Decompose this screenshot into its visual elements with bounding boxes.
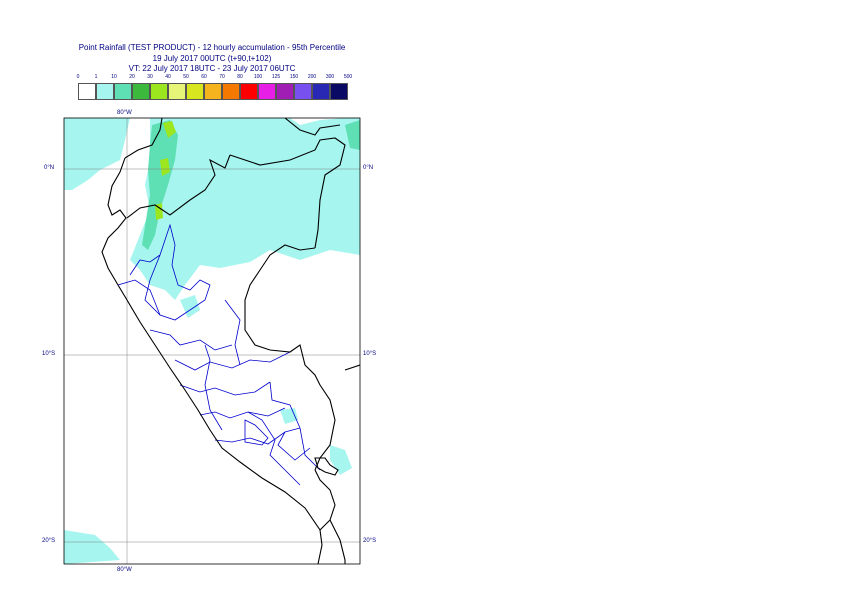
boundary-m [244,419,269,446]
border-ecuador-colombia [124,118,163,159]
rain-light-patch-2 [180,295,200,318]
legend-color-box [186,83,204,100]
legend-color-box [96,83,114,100]
rain-moderate-northeast [345,120,360,150]
boundary-d [174,351,291,371]
legend-threshold-label: 300 [325,74,335,80]
rain-light-patch-3 [280,408,298,424]
rain-moderate-shading [142,120,360,250]
rain-light-shading [64,118,360,564]
legend-threshold-label: 80 [237,74,243,80]
boundary-i [204,344,223,431]
boundary-l [277,431,311,461]
legend-threshold-label: 40 [165,74,171,80]
border-ecuador-peru [126,154,231,219]
lake-titicaca [314,457,339,476]
legend-threshold-label: 10 [111,74,117,80]
legend-color-box [312,83,330,100]
internal-boundaries [117,223,321,486]
legend-color-box [78,83,96,100]
rain-light-southeast [330,445,352,475]
lat-label-left-20s: 20°S [42,538,56,544]
lat-label-right-10s: 10°S [363,351,377,357]
map-area [64,118,360,564]
border-venezuela [284,118,341,136]
rain-heavy-shading [155,121,176,220]
legend-threshold-label: 100 [253,74,263,80]
border-peru-bolivia [314,469,336,531]
boundary-b [117,279,161,316]
legend-threshold-label: 60 [201,74,207,80]
lon-label-bottom: 80°W [117,567,132,573]
lat-label-left-10s: 10°S [42,351,56,357]
rain-heavy-cell-2 [160,158,170,176]
lat-label-right-20s: 20°S [363,538,377,544]
coastline-pacific [101,157,323,564]
legend-threshold-label: 30 [147,74,153,80]
rain-light-amazon [130,118,360,300]
rain-heavy-cell-3 [155,203,163,220]
legend-color-box [204,83,222,100]
boundary-j [247,411,301,486]
legend-color-box [150,83,168,100]
legend-threshold-label: 20 [129,74,135,80]
graticule [64,118,360,564]
legend-threshold-label: 1 [94,74,98,80]
border-peru-brazil [244,244,336,471]
legend-color-box [330,83,348,100]
border-colombia-brazil [229,137,346,249]
boundary-g [214,427,301,445]
map-title-line1: Point Rainfall (TEST PRODUCT) - 12 hourl… [78,43,346,52]
legend-threshold-label: 50 [183,74,189,80]
rain-light-coast-south [64,530,120,564]
lon-label-top: 80°W [117,110,132,116]
legend-color-box [222,83,240,100]
legend-threshold-label: 150 [289,74,299,80]
boundary-f [199,407,286,419]
rain-heavy-cell-1 [163,121,176,138]
boundary-n [129,254,161,276]
legend-threshold-label: 0 [76,74,80,80]
legend-color-box [114,83,132,100]
legend-threshold-label: 70 [219,74,225,80]
legend-threshold-label: 200 [307,74,317,80]
border-chile-bolivia [329,519,346,564]
boundary-e [179,381,271,396]
legend-color-box [168,83,186,100]
rain-light-coast-west [64,118,130,190]
legend-color-box [258,83,276,100]
lat-label-right-0: 0°N [363,165,374,171]
map-title-line3: VT: 22 July 2017 18UTC - 23 July 2017 06… [128,64,296,73]
boundary-a [144,223,211,321]
map-title-line2: 19 July 2017 00UTC (t+90,t+102) [152,54,272,63]
legend-threshold-label: 500 [343,74,353,80]
boundary-h [224,299,241,366]
legend-color-box [240,83,258,100]
border-bolivia-brazil [344,364,360,371]
map-frame [63,117,361,565]
legend-color-box [132,83,150,100]
boundary-k [269,381,321,471]
legend-threshold-label: 125 [271,74,281,80]
legend-color-box [276,83,294,100]
rain-moderate-andes [142,120,178,250]
lat-label-left-0: 0°N [44,165,55,171]
coastline-and-borders [101,118,360,564]
boundary-c [149,329,233,351]
legend-color-box [294,83,312,100]
